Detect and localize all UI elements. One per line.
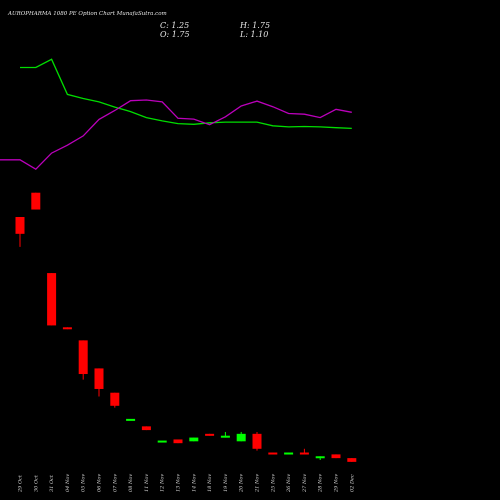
candle-body bbox=[189, 437, 199, 442]
candle-body bbox=[94, 368, 104, 389]
x-tick-label: 27 Nov bbox=[302, 474, 308, 493]
high-value: H: 1.75 bbox=[240, 21, 271, 30]
candle-body bbox=[220, 435, 230, 438]
candle-body bbox=[110, 392, 120, 406]
candle-body bbox=[173, 439, 183, 444]
candle-body bbox=[331, 454, 341, 459]
candle-body bbox=[205, 433, 215, 436]
candle-body bbox=[252, 433, 262, 449]
candle-body bbox=[15, 217, 25, 234]
x-tick-label: 02 Dec bbox=[349, 474, 355, 492]
x-tick-label: 31 Oct bbox=[49, 474, 55, 492]
x-tick-label: 26 Nov bbox=[286, 474, 292, 493]
candle-body bbox=[78, 340, 88, 375]
x-tick-label: 11 Nov bbox=[144, 474, 150, 492]
x-tick-label: 29 Nov bbox=[334, 474, 340, 493]
indicator-line-purple bbox=[0, 99, 352, 171]
open-value: O: 1.75 bbox=[160, 30, 190, 39]
x-tick-label: 04 Nov bbox=[65, 474, 71, 492]
x-tick-label: 08 Nov bbox=[128, 474, 134, 492]
candle-body bbox=[284, 452, 294, 455]
x-tick-label: 28 Nov bbox=[318, 474, 324, 493]
x-tick-label: 12 Nov bbox=[160, 474, 166, 492]
candle-body bbox=[268, 452, 278, 455]
candle-body bbox=[62, 327, 72, 330]
x-tick-label: 30 Oct bbox=[33, 474, 39, 492]
candle-body bbox=[315, 456, 325, 459]
x-tick-label: 19 Nov bbox=[223, 474, 229, 492]
candle-body bbox=[141, 426, 151, 431]
chart-title: AUROPHARMA 1080 PE Option Chart MunafaSu… bbox=[8, 11, 167, 17]
candle-body bbox=[299, 452, 309, 455]
x-tick-label: 13 Nov bbox=[176, 474, 182, 492]
x-tick-label: 29 Oct bbox=[18, 474, 24, 493]
candle-body bbox=[126, 418, 136, 421]
candle-body bbox=[347, 458, 357, 462]
x-tick-label: 18 Nov bbox=[207, 474, 213, 492]
candle-body bbox=[157, 440, 167, 443]
x-tick-label: 05 Nov bbox=[81, 474, 87, 492]
low-value: L: 1.10 bbox=[240, 30, 269, 39]
x-tick-label: 07 Nov bbox=[112, 474, 118, 492]
candle-body bbox=[31, 192, 41, 210]
x-tick-label: 21 Nov bbox=[255, 474, 261, 493]
x-tick-label: 20 Nov bbox=[239, 474, 245, 493]
candle-body bbox=[236, 433, 246, 442]
x-tick-label: 06 Nov bbox=[97, 474, 103, 492]
x-tick-label: 14 Nov bbox=[191, 474, 197, 492]
close-value: C: 1.25 bbox=[160, 21, 190, 30]
candle-body bbox=[47, 273, 57, 326]
indicator-line-green bbox=[20, 58, 352, 130]
x-tick-label: 25 Nov bbox=[270, 474, 276, 493]
